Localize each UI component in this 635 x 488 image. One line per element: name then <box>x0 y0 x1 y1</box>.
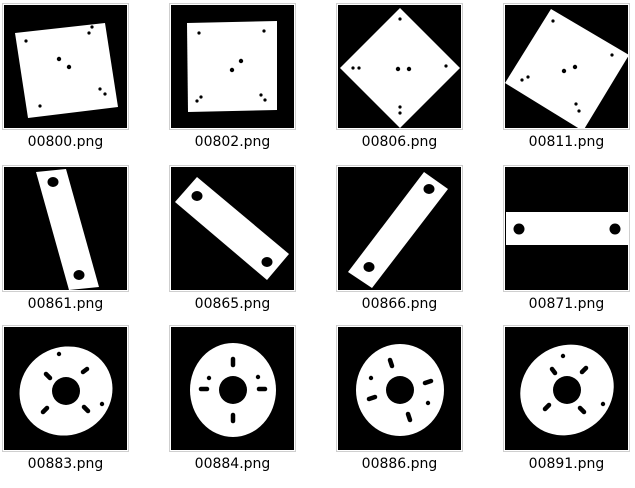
thumbnail-tile[interactable]: 00871.png <box>503 165 630 328</box>
thumbnail-caption: 00866.png <box>361 296 438 312</box>
disc-image <box>4 327 127 450</box>
bar-image <box>505 167 628 290</box>
plate-image <box>338 5 461 128</box>
thumbnail-caption: 00883.png <box>27 456 104 472</box>
thumbnail-tile[interactable]: 00861.png <box>2 165 129 328</box>
thumbnail-caption: 00861.png <box>27 296 104 312</box>
bar-image <box>4 167 127 290</box>
bar-image <box>171 167 294 290</box>
thumbnail-image[interactable] <box>169 165 296 292</box>
plate-image <box>171 5 294 128</box>
thumbnail-tile[interactable]: 00866.png <box>336 165 463 328</box>
thumbnail-image[interactable] <box>169 325 296 452</box>
thumbnail-image[interactable] <box>336 165 463 292</box>
thumbnail-image[interactable] <box>2 3 129 130</box>
disc-image <box>338 327 461 450</box>
thumbnail-caption: 00806.png <box>361 134 438 150</box>
thumbnail-caption: 00886.png <box>361 456 438 472</box>
plate-image <box>505 5 628 128</box>
thumbnail-caption: 00802.png <box>194 134 271 150</box>
thumbnail-caption: 00871.png <box>528 296 605 312</box>
thumbnail-tile[interactable]: 00802.png <box>169 3 296 166</box>
thumbnail-caption: 00884.png <box>194 456 271 472</box>
thumbnail-tile[interactable]: 00884.png <box>169 325 296 488</box>
thumbnail-tile[interactable]: 00800.png <box>2 3 129 166</box>
thumbnail-caption: 00865.png <box>194 296 271 312</box>
thumbnail-tile[interactable]: 00811.png <box>503 3 630 166</box>
thumbnail-image[interactable] <box>503 325 630 452</box>
thumbnail-tile[interactable]: 00806.png <box>336 3 463 166</box>
thumbnail-tile[interactable]: 00891.png <box>503 325 630 488</box>
thumbnail-image[interactable] <box>2 325 129 452</box>
disc-image <box>171 327 294 450</box>
thumbnail-image[interactable] <box>336 325 463 452</box>
thumbnail-tile[interactable]: 00883.png <box>2 325 129 488</box>
thumbnail-image[interactable] <box>503 165 630 292</box>
thumbnail-image[interactable] <box>503 3 630 130</box>
thumbnail-caption: 00800.png <box>27 134 104 150</box>
disc-image <box>505 327 628 450</box>
thumbnail-image[interactable] <box>169 3 296 130</box>
thumbnail-caption: 00811.png <box>528 134 605 150</box>
thumbnail-caption: 00891.png <box>528 456 605 472</box>
thumbnail-image[interactable] <box>2 165 129 292</box>
thumbnail-tile[interactable]: 00865.png <box>169 165 296 328</box>
plate-image <box>4 5 127 128</box>
thumbnail-tile[interactable]: 00886.png <box>336 325 463 488</box>
thumbnail-image[interactable] <box>336 3 463 130</box>
bar-image <box>338 167 461 290</box>
